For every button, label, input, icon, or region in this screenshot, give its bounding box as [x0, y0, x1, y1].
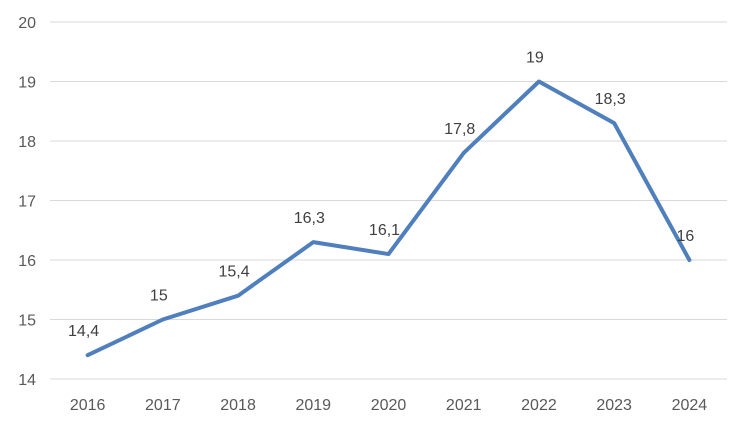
- data-label: 18,3: [595, 91, 626, 108]
- y-tick-label: 17: [18, 194, 36, 211]
- x-tick-label: 2019: [295, 397, 331, 414]
- x-tick-label: 2022: [521, 397, 557, 414]
- x-axis-ticks: 2016 2017 2018 2019 2020 2021 2022 2023 2024: [70, 397, 707, 414]
- x-tick-label: 2017: [145, 397, 181, 414]
- x-tick-label: 2023: [596, 397, 632, 414]
- y-tick-label: 20: [18, 15, 36, 32]
- series-group: [85, 79, 692, 358]
- x-tick-label: 2018: [220, 397, 256, 414]
- data-labels: 14,4 15 15,4 16,3 16,1 17,8 19 18,3 16: [68, 50, 694, 341]
- y-tick-label: 19: [18, 75, 36, 92]
- y-tick-label: 18: [18, 134, 36, 151]
- data-label: 15,4: [218, 264, 249, 281]
- data-label: 19: [526, 50, 544, 67]
- series-line-1: [85, 79, 692, 358]
- data-label: 17,8: [444, 121, 475, 138]
- x-tick-label: 2016: [70, 397, 106, 414]
- data-label: 15: [150, 288, 168, 305]
- data-label: 16: [676, 228, 694, 245]
- y-tick-label: 14: [18, 372, 36, 389]
- x-tick-label: 2021: [446, 397, 482, 414]
- y-tick-label: 16: [18, 253, 36, 270]
- data-label: 16,1: [369, 222, 400, 239]
- data-label: 16,3: [294, 210, 325, 227]
- y-tick-label: 15: [18, 313, 36, 330]
- x-tick-label: 2020: [371, 397, 407, 414]
- x-tick-label: 2024: [672, 397, 708, 414]
- y-axis-ticks: 14 15 16 17 18 19 20: [18, 15, 36, 389]
- data-label: 14,4: [68, 323, 99, 340]
